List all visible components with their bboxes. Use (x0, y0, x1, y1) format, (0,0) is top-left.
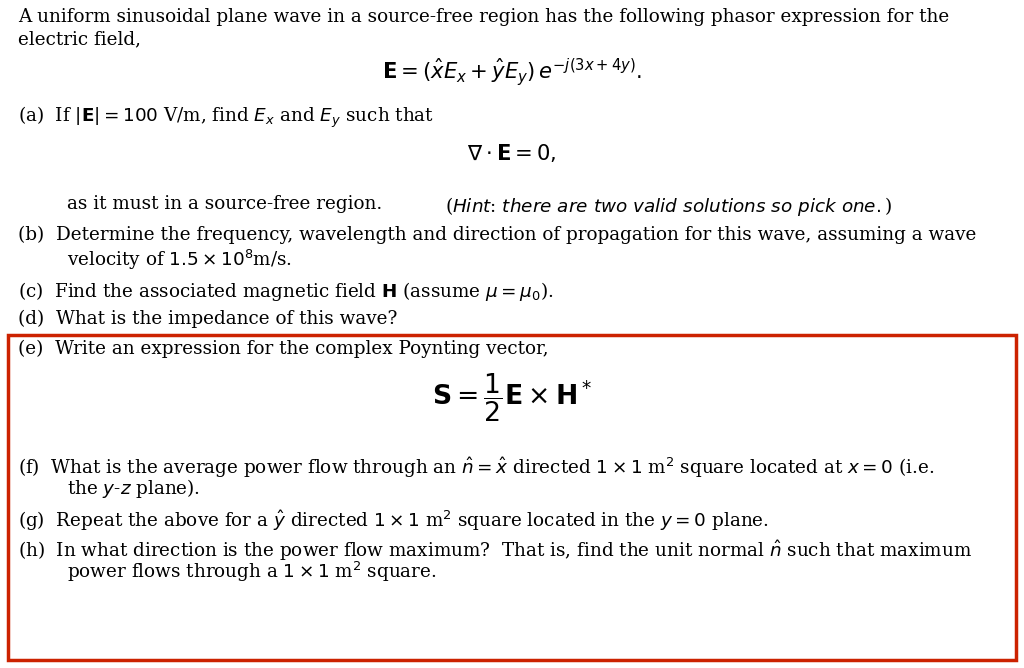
Text: (g)  Repeat the above for a $\hat{y}$ directed $1 \times 1$ m$^2$ square located: (g) Repeat the above for a $\hat{y}$ dir… (18, 508, 769, 533)
Text: (h)  In what direction is the power flow maximum?  That is, find the unit normal: (h) In what direction is the power flow … (18, 538, 973, 563)
Text: A uniform sinusoidal plane wave in a source-free region has the following phasor: A uniform sinusoidal plane wave in a sou… (18, 8, 949, 26)
Text: (a)  If $|\mathbf{E}| = 100$ V/m, find $E_x$ and $E_y$ such that: (a) If $|\mathbf{E}| = 100$ V/m, find $E… (18, 105, 434, 130)
Text: as it must in a source-free region.: as it must in a source-free region. (67, 195, 388, 213)
Text: the $y$-$z$ plane).: the $y$-$z$ plane). (67, 477, 200, 500)
Bar (8, 335, 1016, 660)
Text: (e)  Write an expression for the complex Poynting vector,: (e) Write an expression for the complex … (18, 340, 549, 358)
Text: $\mathbf{S} = \dfrac{1}{2}\mathbf{E} \times \mathbf{H}^*$: $\mathbf{S} = \dfrac{1}{2}\mathbf{E} \ti… (432, 372, 592, 424)
Text: $\mathbf{E} = (\hat{x}E_x + \hat{y}E_y)\, e^{-j(3x+4y)}.$: $\mathbf{E} = (\hat{x}E_x + \hat{y}E_y)\… (382, 56, 642, 88)
Text: power flows through a $1 \times 1$ m$^2$ square.: power flows through a $1 \times 1$ m$^2$… (67, 560, 436, 584)
Text: (f)  What is the average power flow through an $\hat{n} = \hat{x}$ directed $1 \: (f) What is the average power flow throu… (18, 455, 935, 480)
Text: (d)  What is the impedance of this wave?: (d) What is the impedance of this wave? (18, 310, 397, 328)
Text: (b)  Determine the frequency, wavelength and direction of propagation for this w: (b) Determine the frequency, wavelength … (18, 226, 977, 244)
Text: ($\mathit{Hint}$: $\mathit{there\ are\ two\ valid\ solutions\ so\ pick\ one.}$): ($\mathit{Hint}$: $\mathit{there\ are\ t… (445, 195, 893, 218)
Text: $\nabla \cdot \mathbf{E} = 0,$: $\nabla \cdot \mathbf{E} = 0,$ (467, 142, 557, 164)
Text: velocity of $1.5 \times 10^8$m/s.: velocity of $1.5 \times 10^8$m/s. (67, 248, 292, 272)
Text: electric field,: electric field, (18, 30, 141, 48)
Text: (c)  Find the associated magnetic field $\mathbf{H}$ (assume $\mu = \mu_0$).: (c) Find the associated magnetic field $… (18, 280, 554, 303)
